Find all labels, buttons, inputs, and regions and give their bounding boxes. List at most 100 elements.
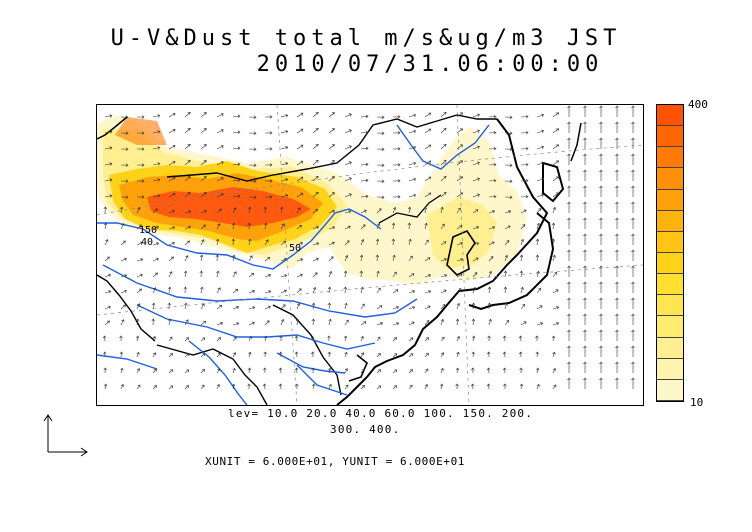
wind-arrow-head: [493, 114, 497, 119]
wind-arrow: [168, 256, 174, 262]
wind-arrow: [152, 336, 156, 342]
wind-arrow-head: [493, 146, 497, 151]
wind-arrow-head: [551, 222, 556, 226]
wind-arrow: [536, 146, 544, 150]
wind-arrow: [392, 306, 399, 310]
colorbar: [656, 104, 684, 402]
wind-arrow-head: [567, 345, 571, 349]
wind-arrow: [232, 131, 240, 134]
wind-arrow-head: [151, 302, 156, 306]
wind-arrow-head: [136, 351, 140, 355]
wind-arrow: [168, 369, 173, 374]
wind-arrow-head: [426, 320, 430, 324]
wind-arrow-head: [311, 318, 316, 322]
wind-arrow: [104, 274, 111, 278]
wind-arrow: [440, 352, 444, 358]
wind-arrow: [472, 287, 476, 294]
wind-arrow: [344, 113, 352, 118]
wind-arrow-head: [443, 241, 447, 244]
wind-arrow: [472, 130, 480, 134]
wind-arrow: [152, 131, 160, 134]
colorbar-segment: [657, 274, 683, 296]
wind-arrow-head: [215, 238, 220, 242]
wind-arrow: [184, 255, 188, 262]
wind-arrow-head: [297, 303, 301, 306]
wind-arrow-head: [311, 383, 316, 387]
wind-arrow-head: [455, 383, 459, 387]
wind-arrow-head: [396, 305, 400, 310]
wind-arrow: [104, 223, 107, 230]
wind-arrow-head: [567, 185, 571, 189]
wind-arrow-head: [567, 329, 571, 333]
wind-arrow-head: [556, 144, 560, 148]
wind-arrow-head: [328, 383, 332, 387]
wind-arrow-head: [137, 384, 141, 388]
wind-arrow: [344, 255, 348, 262]
wind-arrow: [232, 322, 239, 326]
wind-arrow-head: [615, 361, 619, 365]
wind-arrow-head: [138, 288, 142, 292]
wind-arrow-head: [397, 115, 401, 119]
wind-arrow-head: [119, 351, 124, 355]
wind-arrow: [440, 304, 446, 310]
colorbar-min-label: 10: [690, 396, 704, 409]
wind-arrow-head: [377, 353, 381, 356]
wind-arrow-head: [247, 222, 251, 226]
wind-arrow: [296, 288, 302, 294]
wind-arrow-head: [556, 112, 560, 116]
wind-arrow: [328, 384, 332, 390]
wind-arrow-head: [279, 335, 283, 339]
wind-arrow: [424, 128, 431, 134]
wind-arrow-head: [300, 192, 304, 196]
wind-arrow: [520, 239, 524, 246]
wind-arrow: [280, 194, 288, 198]
wind-arrow-head: [556, 128, 560, 132]
wind-arrow-head: [440, 206, 444, 210]
wind-arrow-head: [297, 207, 301, 211]
wind-arrow: [520, 384, 523, 390]
wind-arrow: [520, 304, 525, 310]
wind-arrow-head: [535, 351, 539, 355]
wind-arrow-head: [171, 209, 175, 213]
wind-arrow: [424, 257, 431, 262]
wind-arrow-head: [268, 290, 272, 294]
wind-arrow: [264, 223, 267, 230]
wind-arrow-head: [233, 271, 237, 275]
wind-arrow-head: [157, 130, 161, 134]
wind-arrow-head: [444, 257, 448, 262]
wind-arrow-head: [232, 367, 236, 371]
wind-arrow: [184, 160, 191, 166]
wind-arrow: [136, 336, 139, 342]
wind-arrow: [360, 336, 364, 342]
wind-arrow-head: [444, 274, 448, 278]
wind-arrow-head: [103, 206, 108, 210]
wind-arrow-head: [311, 302, 316, 306]
wind-arrow-head: [103, 222, 108, 226]
wind-arrow-head: [567, 137, 571, 141]
wind-arrow-head: [541, 129, 545, 133]
wind-arrow: [424, 384, 428, 390]
wind-arrow: [280, 274, 287, 278]
wind-arrow-head: [631, 377, 635, 381]
wind-arrow-head: [187, 127, 191, 131]
wind-arrow: [504, 255, 508, 262]
wind-arrow: [216, 322, 223, 326]
wind-arrow: [472, 226, 479, 230]
wind-arrow-head: [311, 351, 315, 355]
wind-arrow-head: [460, 176, 464, 180]
wind-arrow-head: [202, 337, 206, 341]
wind-arrow: [440, 241, 447, 246]
wind-arrow: [360, 115, 369, 118]
wind-arrow: [520, 164, 529, 166]
wind-arrow-head: [471, 367, 475, 371]
wind-arrow-head: [169, 271, 173, 275]
wind-arrow: [376, 271, 379, 278]
wind-arrow-head: [379, 305, 383, 308]
wind-arrow: [280, 130, 288, 134]
wind-arrow: [232, 306, 239, 310]
wind-arrow: [440, 384, 443, 390]
wind-arrow-head: [413, 177, 417, 182]
wind-arrow: [536, 288, 541, 294]
wind-arrow-head: [327, 286, 332, 290]
wind-arrow-head: [172, 128, 176, 132]
